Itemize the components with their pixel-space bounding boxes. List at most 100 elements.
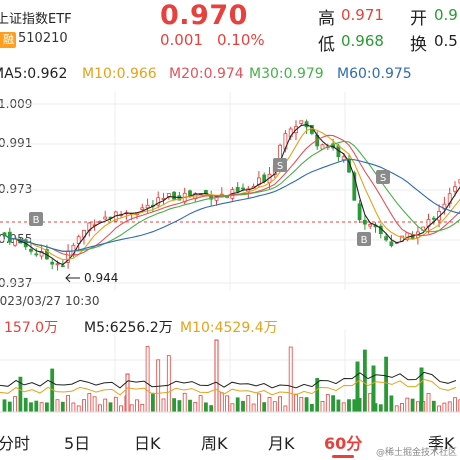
volume-bar (235, 397, 240, 413)
volume-bar (13, 396, 18, 413)
candle (39, 251, 44, 257)
volume-bar (288, 346, 293, 413)
candle (368, 224, 373, 227)
sell-marker-text: S (277, 161, 283, 172)
candle (34, 253, 39, 256)
volume-bar (203, 402, 208, 413)
volume-bar (415, 401, 420, 413)
volume-bar (362, 349, 367, 413)
candle (13, 238, 18, 246)
volume-bar (219, 392, 224, 413)
candle (357, 203, 362, 221)
margin-badge: 融 (0, 32, 16, 48)
tab-timeshare[interactable]: 分时 (0, 434, 31, 453)
volume-bar (230, 403, 235, 413)
volume-bar (267, 397, 272, 413)
volume-bar (209, 405, 214, 413)
sell-marker-icon: S (273, 158, 287, 172)
volume-bar (125, 373, 130, 413)
volume-ma-lines (0, 371, 457, 396)
volume-bars (2, 339, 460, 413)
low-value: 0.968 (341, 32, 384, 50)
volume-bar (103, 398, 108, 413)
tab-quarter-k[interactable]: 季K (428, 434, 455, 453)
volume-bar (378, 404, 383, 413)
tab-5day[interactable]: 5日 (64, 434, 91, 453)
volume-bar (336, 399, 341, 413)
ma30-legend: M30:0.979 (249, 66, 324, 82)
volume-bar (98, 404, 102, 413)
volume-bar (119, 405, 123, 413)
ma-line (4, 134, 460, 256)
volume-bar (177, 400, 182, 413)
volume-bar (283, 405, 288, 413)
security-name: 上证指数ETF (0, 12, 72, 27)
security-code: 510210 (18, 31, 68, 46)
high-value: 0.971 (341, 6, 384, 24)
volume-bar (458, 399, 460, 413)
volume-bar (251, 403, 256, 413)
candle (98, 221, 102, 223)
ma5-legend: MA5:0.962 (0, 66, 68, 82)
volume-bar (389, 395, 394, 413)
candle (453, 186, 457, 192)
volume-bar (355, 361, 360, 413)
buy-marker-icon: B (357, 232, 371, 246)
volume-bar (299, 396, 304, 413)
volume-bar (87, 393, 92, 413)
volume-bar (140, 403, 145, 413)
volume-bar (437, 405, 442, 413)
volume-bar (272, 401, 277, 413)
candle (389, 241, 394, 247)
tab-day-k[interactable]: 日K (134, 434, 161, 453)
volume-bar (320, 400, 325, 413)
buy-marker-icon: B (29, 212, 43, 226)
volume-bar (34, 400, 39, 413)
volume-bar (325, 394, 330, 413)
turnover-value: 0.5 (434, 32, 458, 50)
volume-current-legend: 157.0万 (4, 320, 59, 336)
volume-bar (442, 402, 447, 413)
volume-bar (304, 397, 309, 413)
candle (29, 248, 33, 252)
volume-bar (341, 402, 346, 413)
volume-bar (188, 399, 192, 413)
ma-line (4, 140, 460, 252)
tab-week-k[interactable]: 周K (201, 434, 228, 453)
candle (384, 236, 389, 241)
volume-bar (108, 402, 113, 413)
volume-bar (426, 393, 431, 413)
volume-bar (113, 396, 118, 413)
buy-marker-text: B (361, 235, 368, 246)
volume-bar (453, 397, 457, 413)
candle (341, 156, 346, 161)
volume-bar (347, 399, 351, 413)
volume-bar (198, 395, 203, 413)
volume-bar (246, 395, 251, 413)
tab-month-k[interactable]: 月K (268, 434, 295, 453)
price-axis-label: 0.973 (0, 182, 33, 196)
candle (60, 265, 65, 268)
volume-bar (60, 401, 65, 413)
current-price: 0.970 (160, 0, 248, 31)
volume-ma5-legend: M5:6256.2万 (84, 320, 173, 336)
kline-chart[interactable]: B B S S 0.944 (0, 0, 460, 424)
volume-bar (225, 395, 230, 413)
volume-bar (410, 398, 415, 413)
volume-bar (23, 397, 28, 413)
candle (7, 231, 12, 243)
volume-bar (76, 405, 81, 413)
volume-bar (447, 401, 452, 413)
volume-bar (7, 401, 12, 413)
volume-ma-line (0, 371, 457, 389)
volume-bar (29, 402, 33, 413)
candle (156, 197, 161, 206)
ma-line (4, 124, 460, 266)
volume-bar (193, 402, 198, 413)
volume-bar (39, 402, 44, 413)
tab-60min[interactable]: 60分 (324, 434, 363, 453)
volume-bar (331, 395, 336, 413)
crosshair-date: 2023/03/27 10:30 (0, 294, 100, 308)
price-axis-label: 0.991 (0, 136, 33, 150)
active-tab-indicator (332, 455, 354, 458)
